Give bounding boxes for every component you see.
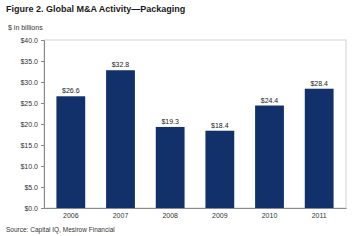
source-note: Source: Capital IQ, Mesirow Financial [6,226,115,234]
y-tick: $25.0 [20,100,44,107]
chart: Figure 2. Global M&A Activity—Packaging $… [0,0,360,236]
y-tick-label: $30.0 [20,79,38,86]
y-tick: $5.0 [24,184,44,191]
title: Figure 2. Global M&A Activity—Packaging [6,4,185,14]
y-tick-label: $25.0 [20,100,38,107]
y-axis: $0.0 $5.0 $10.0 $15.0 $20.0 $25.0 $30.0 $35.0 $4… [20,37,44,212]
x-tick-label: 2008 [162,212,178,219]
y-axis-title: $ in billions [8,24,43,31]
y-tick-label: $40.0 [20,37,38,44]
y-tick-label: $0.0 [24,205,38,212]
data-label: $19.3 [161,118,179,125]
data-label: $24.4 [261,97,279,104]
y-tick: $40.0 [20,37,44,44]
y-tick-label: $35.0 [20,58,38,65]
y-tick: $35.0 [20,58,44,65]
y-tick: $0.0 [24,205,44,212]
y-tick-mark [41,124,44,125]
y-tick-mark [41,103,44,104]
bar [106,70,135,208]
y-tick: $10.0 [20,163,44,170]
y-tick: $20.0 [20,121,44,128]
plot-frame [44,40,346,208]
x-tick-label: 2011 [312,212,327,219]
y-tick-label: $20.0 [20,121,38,128]
x-tick: 2010 [262,208,278,219]
data-label: $28.4 [310,80,328,87]
y-axis-line [41,41,45,209]
x-tick-label: 2010 [262,212,278,219]
bar [156,127,185,208]
y-tick-mark [41,187,44,188]
bars [56,70,333,208]
y-tick-mark [41,40,44,41]
x-tick-label: 2006 [63,212,79,219]
y-tick: $30.0 [20,79,44,86]
x-tick-label: 2009 [212,212,228,219]
plot: $26.6 $32.8 $19.3 $18.4 $24.4 $28.4 $0.0 $5.0 $1… [20,37,346,219]
x-tick: 2006 [63,208,79,219]
y-tick-label: $10.0 [20,163,38,170]
bar [56,96,85,208]
x-tick-label: 2007 [113,212,129,219]
data-label: $32.8 [112,61,130,68]
x-tick: 2007 [113,208,129,219]
y-tick-label: $5.0 [24,184,38,191]
x-tick: 2008 [162,208,178,219]
x-axis-line [45,208,347,209]
x-tick: 2009 [212,208,228,219]
x-tick: 2011 [312,208,327,219]
y-tick-mark [41,208,44,209]
y-tick-mark [41,82,44,83]
bar [305,89,334,208]
y-tick-label: $15.0 [20,142,38,149]
data-label: $26.6 [62,87,80,94]
y-tick-mark [41,166,44,167]
data-labels: $26.6 $32.8 $19.3 $18.4 $24.4 $28.4 [62,61,328,128]
bar [255,106,284,208]
bar [205,131,234,208]
y-tick: $15.0 [20,142,44,149]
y-tick-mark [41,145,44,146]
y-tick-mark [41,61,44,62]
x-axis: 2006 2007 2008 2009 2010 2011 [45,208,347,219]
data-label: $18.4 [211,122,229,129]
